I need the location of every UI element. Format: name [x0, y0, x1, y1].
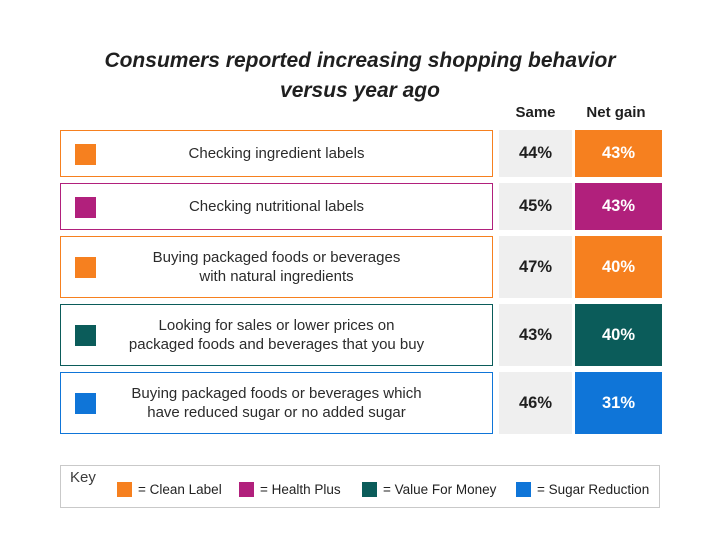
key-item-label: = Clean Label [138, 482, 222, 497]
behavior-label-box: Checking nutritional labels [60, 183, 493, 230]
behavior-label: Checking ingredient labels [188, 145, 365, 162]
key-item-label: = Value For Money [383, 482, 497, 497]
key-item-label: = Health Plus [260, 482, 341, 497]
behavior-row: Buying packaged foods or beverages which… [60, 372, 662, 434]
key-item: = Value For Money [362, 482, 496, 497]
behavior-label-box: Looking for sales or lower prices on pac… [60, 304, 493, 366]
key-label: Key [70, 469, 96, 486]
behavior-row: Looking for sales or lower prices on pac… [60, 304, 662, 366]
net-gain-value-cell: 43% [575, 130, 662, 177]
key-item: = Clean Label [117, 482, 222, 497]
net-gain-value-cell: 40% [575, 304, 662, 366]
category-swatch-icon [75, 257, 96, 278]
same-value-cell: 43% [499, 304, 572, 366]
net-gain-value-cell: 31% [575, 372, 662, 434]
same-value-cell: 47% [499, 236, 572, 298]
column-header-net-gain: Net gain [586, 104, 646, 121]
behavior-row: Checking ingredient labels 44% 43% [60, 130, 662, 177]
behavior-label-box: Buying packaged foods or beverages with … [60, 236, 493, 298]
key-swatch-icon [117, 482, 132, 497]
behavior-label-box: Checking ingredient labels [60, 130, 493, 177]
key-swatch-icon [516, 482, 531, 497]
category-swatch-icon [75, 196, 96, 218]
column-header-same: Same [515, 104, 556, 121]
category-swatch-icon [75, 393, 96, 414]
chart-title-line2: versus year ago [280, 79, 440, 102]
key-box: Key = Clean Label = Health Plus = Value … [60, 465, 660, 508]
behavior-row: Buying packaged foods or beverages with … [60, 236, 662, 298]
behavior-rows: Checking ingredient labels 44% 43% Check… [60, 130, 662, 440]
key-swatch-icon [362, 482, 377, 497]
behavior-label-box: Buying packaged foods or beverages which… [60, 372, 493, 434]
behavior-label: Buying packaged foods or beverages which… [131, 385, 422, 421]
category-swatch-icon [75, 325, 96, 346]
same-value-cell: 44% [499, 130, 572, 177]
same-value-cell: 46% [499, 372, 572, 434]
key-item: = Sugar Reduction [516, 482, 649, 497]
key-item: = Health Plus [239, 482, 341, 497]
net-gain-value-cell: 40% [575, 236, 662, 298]
same-value-cell: 45% [499, 183, 572, 230]
chart-title-line1: Consumers reported increasing shopping b… [104, 49, 616, 72]
key-item-label: = Sugar Reduction [537, 482, 650, 497]
category-swatch-icon [75, 143, 96, 165]
behavior-label: Buying packaged foods or beverages with … [152, 249, 401, 285]
behavior-label: Looking for sales or lower prices on pac… [128, 317, 425, 353]
net-gain-value-cell: 43% [575, 183, 662, 230]
behavior-label: Checking nutritional labels [188, 198, 365, 215]
chart-title: Consumers reported increasing shopping b… [0, 46, 720, 106]
key-swatch-icon [239, 482, 254, 497]
behavior-row: Checking nutritional labels 45% 43% [60, 183, 662, 230]
